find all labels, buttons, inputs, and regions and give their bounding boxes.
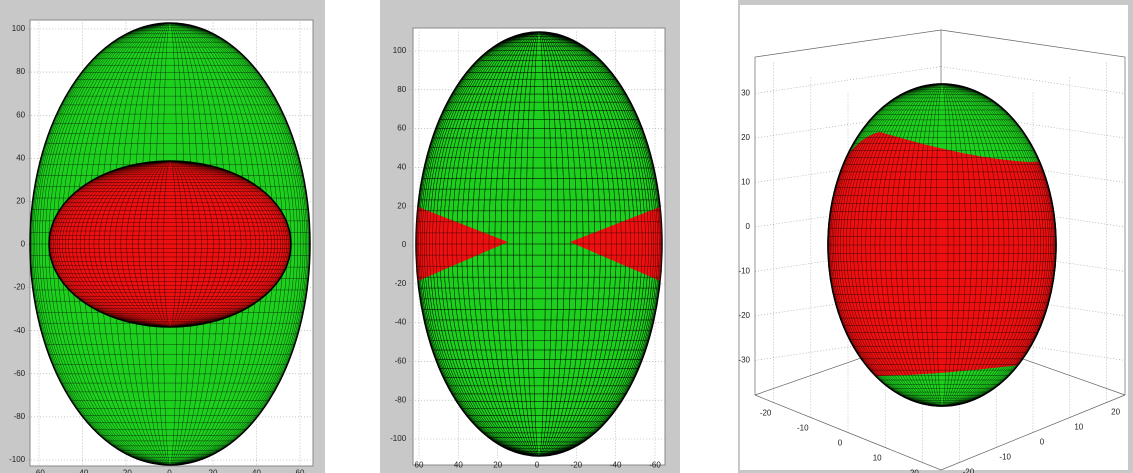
x-tick-label: 0: [167, 469, 172, 473]
y-tick-label: 100: [393, 46, 407, 55]
x-tick-label: -40: [610, 461, 622, 470]
x-tick-label: -20: [760, 409, 772, 418]
y-tick-label: -40: [395, 318, 407, 327]
x-tick-label: -10: [797, 424, 809, 433]
x-tick-label: -20: [120, 469, 132, 473]
z-tick-label: -20: [738, 311, 750, 320]
x-tick-label: 40: [252, 469, 261, 473]
z-tick-label: -30: [738, 356, 750, 365]
x-tick-label: 20: [910, 469, 919, 473]
x-tick-label: 20: [209, 469, 218, 473]
y-tick-label: -100: [9, 455, 26, 464]
y-tick-label: -100: [390, 434, 407, 443]
y-tick-label: 0: [1040, 438, 1045, 447]
x-tick-label: -60: [649, 461, 661, 470]
z-tick-label: 10: [741, 178, 750, 187]
y-tick-label: 0: [402, 240, 407, 249]
y-tick-label: 40: [16, 153, 25, 162]
y-tick-label: -40: [14, 326, 26, 335]
y-tick-label: 10: [1074, 423, 1083, 432]
x-tick-label: 60: [415, 461, 424, 470]
y-tick-label: 60: [16, 110, 25, 119]
x-tick-label: 60: [296, 469, 305, 473]
y-tick-label: -60: [395, 357, 407, 366]
z-tick-label: 0: [746, 222, 751, 231]
y-tick-label: 80: [397, 85, 406, 94]
y-tick-label: -20: [963, 468, 975, 473]
y-tick-label: 0: [21, 240, 26, 249]
x-tick-label: 0: [535, 461, 540, 470]
x-tick-label: -60: [33, 469, 45, 473]
y-tick-label: -20: [395, 279, 407, 288]
y-tick-label: -10: [999, 453, 1011, 462]
y-tick-label: -20: [14, 283, 26, 292]
z-tick-label: 30: [741, 89, 750, 98]
y-tick-label: 60: [397, 124, 406, 133]
x-tick-label: 20: [493, 461, 502, 470]
figure: -100-80-60-40-20020406080100-60-40-20020…: [0, 0, 1133, 473]
y-tick-label: 100: [12, 24, 26, 33]
y-tick-label: 20: [397, 201, 406, 210]
x-tick-label: 40: [454, 461, 463, 470]
y-tick-label: 40: [397, 163, 406, 172]
y-tick-label: -60: [14, 369, 26, 378]
x-tick-label: -40: [77, 469, 89, 473]
z-tick-label: -10: [738, 267, 750, 276]
x-tick-label: -20: [571, 461, 583, 470]
y-tick-label: 20: [16, 197, 25, 206]
y-tick-label: -80: [395, 395, 407, 404]
y-tick-label: -80: [14, 412, 26, 421]
y-tick-label: 20: [1111, 408, 1120, 417]
surface: [49, 161, 291, 327]
x-tick-label: 0: [838, 439, 843, 448]
y-tick-label: 80: [16, 67, 25, 76]
z-tick-label: 20: [741, 133, 750, 142]
x-tick-label: 10: [873, 454, 882, 463]
